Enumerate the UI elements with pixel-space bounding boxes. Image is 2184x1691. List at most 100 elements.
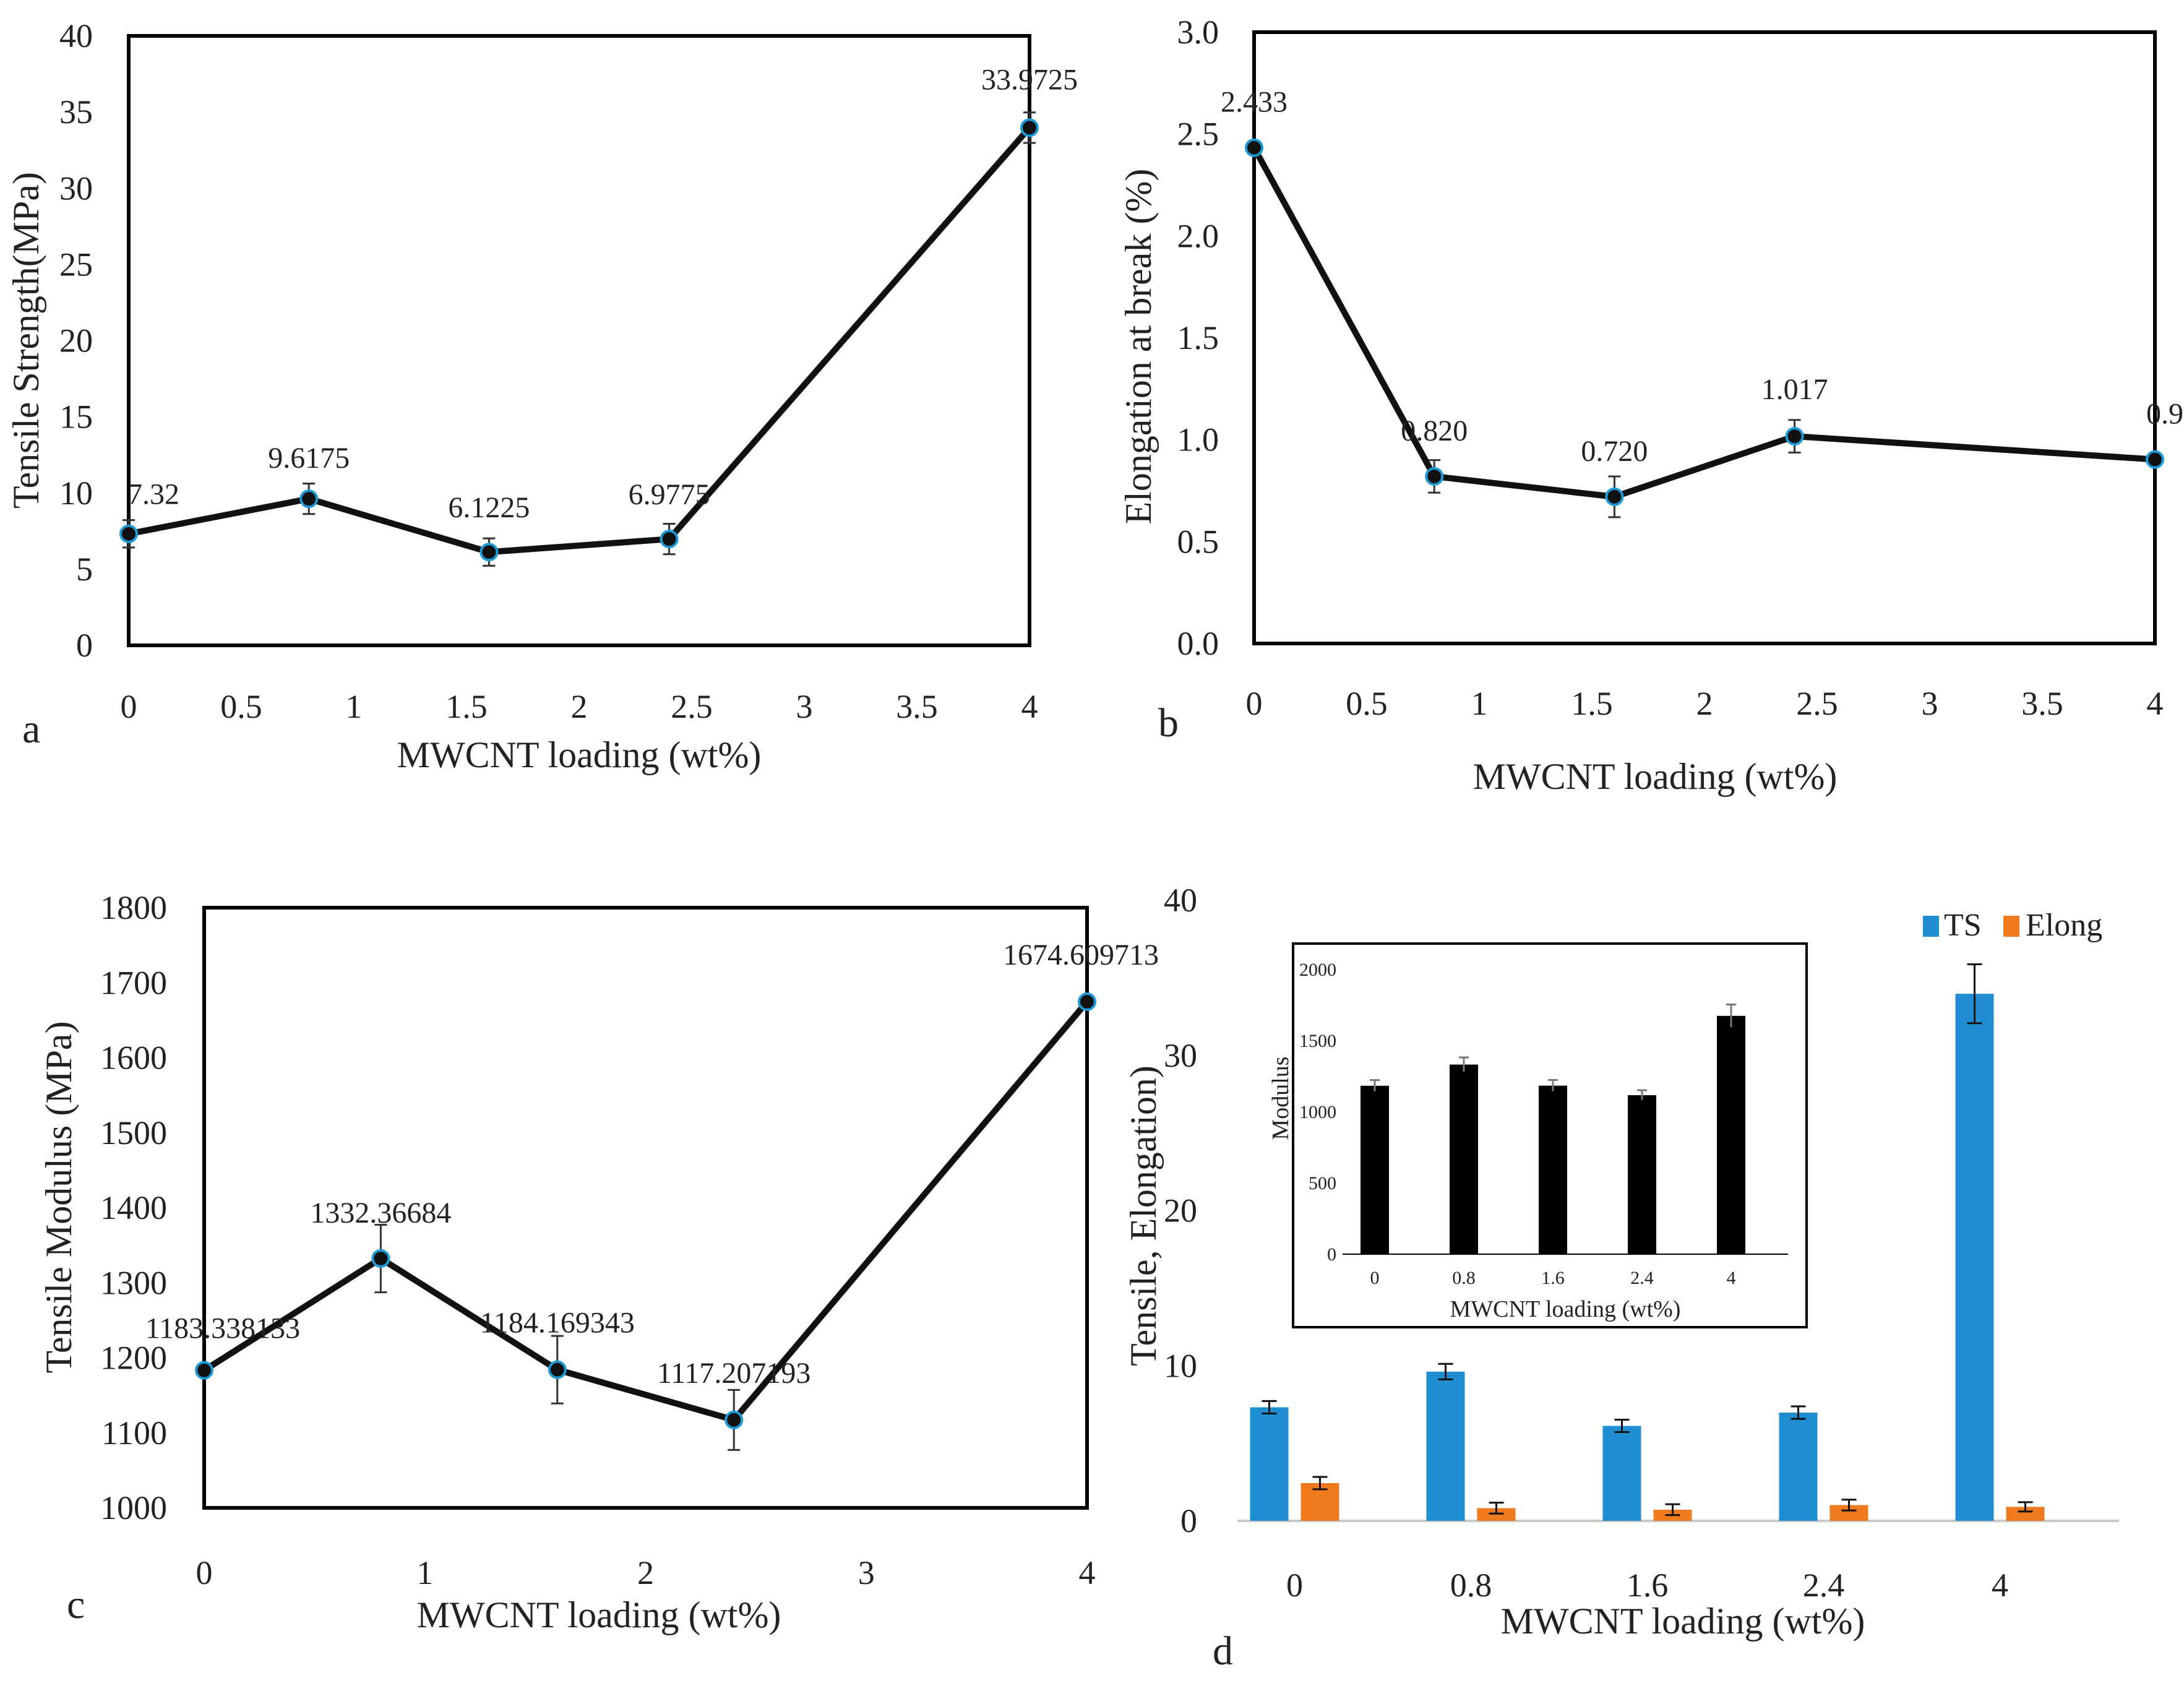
panel-c-data-point: [1078, 992, 1096, 1012]
panel-b-data-point: [1425, 467, 1444, 486]
panel-a-x-tick-label: 0: [121, 688, 137, 725]
inset-y-tick-label: 500: [1309, 1173, 1336, 1194]
inset-x-tick-label: 0.8: [1452, 1268, 1476, 1288]
panel-c-x-tick-label: 0: [196, 1554, 213, 1591]
panel-d-bar-elong: [1477, 1508, 1516, 1521]
panel-c-x-tick-label: 4: [1079, 1554, 1096, 1591]
panel-a-x-tick-label: 0.5: [220, 688, 262, 725]
panel-a-plot-frame: [127, 34, 1031, 647]
panel-d-bar-ts: [1779, 1413, 1818, 1521]
panel-a-y-tick-label: 20: [59, 322, 93, 359]
panel-d-x-axis-title: MWCNT loading (wt%): [1501, 1601, 1865, 1642]
panel-d-y-tick-label: 40: [1164, 882, 1197, 919]
panel-a-y-tick-label: 25: [59, 246, 93, 283]
panel-b-x-ticks: 0 0.5 1 1.5 2 2.5 3 3.5 4: [1246, 685, 2164, 722]
panel-d-x-tick-label: 1.6: [1627, 1567, 1669, 1604]
panel-d-y-tick-label: 20: [1164, 1192, 1197, 1229]
panel-a-tensile-strength-chart: 0 5 10 15 20 25 30 35 40 0 0.5 1 1.5 2 2.5 3 3.5 4 7.32 9…: [6, 17, 1078, 775]
panel-b-x-tick-label: 1: [1471, 685, 1488, 722]
panel-c-data-label: 1184.169343: [480, 1307, 635, 1340]
inset-y-tick-label: 2000: [1299, 960, 1336, 980]
panel-c-y-tick-label: 1300: [100, 1264, 167, 1301]
panel-d-x-tick-label: 4: [1992, 1567, 2008, 1604]
panel-d-legend: TS Elong: [1923, 908, 2102, 943]
panel-a-y-tick-label: 0: [76, 627, 93, 664]
panel-c-data-point: [724, 1410, 744, 1429]
inset-y-tick-label: 0: [1327, 1244, 1336, 1265]
panel-b-elongation-chart: 0.00.51.01.52.02.53.0 0 0.5 1 1.5 2 2.5 3 3.5 4 …: [1118, 14, 2184, 797]
inset-bar: [1361, 1085, 1389, 1254]
panel-d-bar-ts: [1250, 1407, 1289, 1521]
panel-c-data-label: 1183.338133: [145, 1312, 300, 1345]
panel-b-x-tick-label: 4: [2147, 685, 2164, 722]
panel-a-data-label: 6.9775: [629, 478, 710, 511]
panel-b-data-point: [1245, 138, 1263, 157]
panel-a-y-tick-label: 5: [76, 551, 93, 588]
panel-c-data-label: 1674.609713: [1003, 939, 1159, 971]
panel-c-data-label: 1332.36684: [310, 1197, 451, 1229]
panel-c-tensile-modulus-chart: 1000 1100 1200 1300 1400 1500 1600 1700 1800 0 1 2…: [38, 889, 1159, 1635]
inset-y-ticks: 0 500 1000 1500 2000: [1299, 960, 1336, 1265]
panel-c-x-tick-label: 1: [416, 1554, 433, 1591]
panel-d-x-tick-label: 0: [1286, 1567, 1303, 1604]
panel-c-data-point: [548, 1360, 567, 1379]
panel-b-y-tick-label: 1.0: [1177, 421, 1219, 458]
panel-b-y-tick-label: 0.0: [1177, 625, 1219, 662]
panel-a-x-axis-title: MWCNT loading (wt%): [397, 734, 762, 775]
panel-a-x-tick-label: 3: [796, 688, 813, 725]
panel-c-data-point: [371, 1249, 390, 1268]
panel-a-data-label: 7.32: [127, 478, 179, 511]
panel-a-data-point: [660, 530, 679, 549]
panel-d-inset-modulus-chart: 0 500 1000 1500 2000 0 0.8 1.6 2.4 4 MWCNT loadi…: [1268, 942, 1808, 1328]
legend-ts-swatch: [1923, 916, 1939, 937]
panel-d-y-tick-label: 10: [1164, 1347, 1197, 1384]
panel-c-y-axis-title: Tensile Modulus (MPa): [38, 1021, 79, 1373]
panel-c-series: 1183.338133 1332.36684 1184.169343 1117.207…: [145, 939, 1159, 1451]
panel-c-y-tick-label: 1400: [100, 1189, 167, 1226]
panel-a-data-point: [479, 543, 499, 562]
panel-b-x-axis-title: MWCNT loading (wt%): [1473, 756, 1838, 797]
panel-b-y-tick-label: 2.5: [1177, 116, 1219, 153]
inset-y-axis-title: Modulus: [1268, 1056, 1294, 1140]
panel-b-data-label: 0.820: [1401, 415, 1468, 447]
panel-c-plot-frame: [202, 906, 1089, 1510]
inset-x-tick-label: 1.6: [1541, 1268, 1565, 1288]
inset-bar: [1539, 1085, 1567, 1254]
inset-x-axis-title: MWCNT loading (wt%): [1450, 1296, 1681, 1322]
panel-c-x-axis-title: MWCNT loading (wt%): [417, 1594, 781, 1635]
panel-b-data-label: 0.903: [2146, 398, 2184, 431]
panel-c-letter: c: [67, 1582, 85, 1627]
panel-d-y-tick-label: 0: [1180, 1502, 1197, 1539]
panel-b-x-tick-label: 3: [1922, 685, 1938, 722]
legend-ts-label: TS: [1944, 908, 1982, 943]
panel-c-data-label: 1117.207193: [657, 1357, 810, 1390]
panel-a-data-label: 9.6175: [268, 442, 350, 475]
panel-d-x-tick-label: 2.4: [1803, 1567, 1845, 1604]
inset-x-tick-label: 0: [1370, 1268, 1380, 1288]
panel-b-series: 2.433 0.820 0.720 1.017 0.903: [1221, 86, 2184, 518]
panel-a-x-tick-label: 2.5: [671, 688, 713, 725]
panel-b-plot-frame: [1252, 30, 2157, 645]
panel-d-bars: [1250, 963, 2045, 1521]
panel-a-y-axis-title: Tensile Strength(MPa): [6, 172, 46, 509]
panel-d-bar-elong: [2006, 1507, 2045, 1521]
inset-y-tick-label: 1500: [1299, 1031, 1336, 1051]
panel-b-x-tick-label: 3.5: [2021, 685, 2063, 722]
panel-a-data-point: [1020, 118, 1039, 137]
inset-bars: [1361, 1003, 1745, 1254]
panel-a-y-ticks: 0 5 10 15 20 25 30 35 40: [59, 17, 93, 664]
inset-bar: [1717, 1015, 1745, 1254]
panel-b-y-tick-label: 1.5: [1177, 319, 1219, 356]
panel-d-y-ticks: 0 10 20 30 40: [1164, 882, 1197, 1539]
panel-c-y-tick-label: 1700: [100, 964, 167, 1001]
panel-b-letter: b: [1158, 700, 1179, 746]
panel-a-y-tick-label: 35: [59, 93, 93, 131]
panel-c-y-tick-label: 1200: [100, 1340, 167, 1377]
panel-c-y-tick-label: 1600: [100, 1039, 167, 1077]
panel-d-y-axis-title: Tensile, Elongation): [1123, 1065, 1164, 1366]
panel-a-data-point: [119, 524, 138, 543]
legend-elong-swatch: [2003, 916, 2019, 937]
panel-b-x-tick-label: 2.5: [1796, 685, 1838, 722]
